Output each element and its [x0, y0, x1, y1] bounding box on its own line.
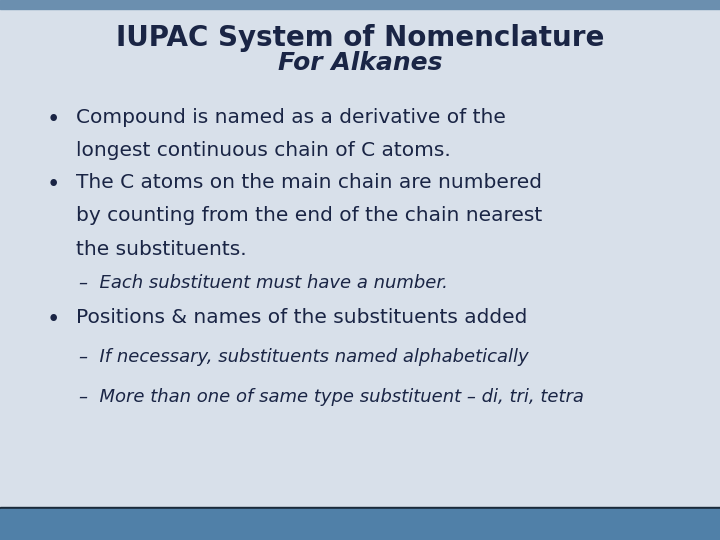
- Text: IUPAC System of Nomenclature: IUPAC System of Nomenclature: [116, 24, 604, 52]
- Text: –  More than one of same type substituent – di, tri, tetra: – More than one of same type substituent…: [79, 388, 584, 406]
- Text: –  If necessary, substituents named alphabetically: – If necessary, substituents named alpha…: [79, 348, 528, 366]
- Text: Positions & names of the substituents added: Positions & names of the substituents ad…: [76, 308, 527, 327]
- Text: by counting from the end of the chain nearest: by counting from the end of the chain ne…: [76, 206, 542, 225]
- Text: •: •: [47, 108, 60, 131]
- Text: Compound is named as a derivative of the: Compound is named as a derivative of the: [76, 108, 505, 127]
- Bar: [0, 509, 720, 540]
- Text: •: •: [47, 308, 60, 331]
- Text: For Alkanes: For Alkanes: [278, 51, 442, 75]
- Text: Section 14.3: Section 14.3: [624, 518, 702, 531]
- Text: longest continuous chain of C atoms.: longest continuous chain of C atoms.: [76, 141, 450, 160]
- Bar: [0, 507, 720, 509]
- Text: the substituents.: the substituents.: [76, 240, 246, 259]
- Text: •: •: [47, 173, 60, 196]
- Bar: [0, 0, 720, 9]
- Text: –  Each substituent must have a number.: – Each substituent must have a number.: [79, 274, 448, 292]
- Text: The C atoms on the main chain are numbered: The C atoms on the main chain are number…: [76, 173, 541, 192]
